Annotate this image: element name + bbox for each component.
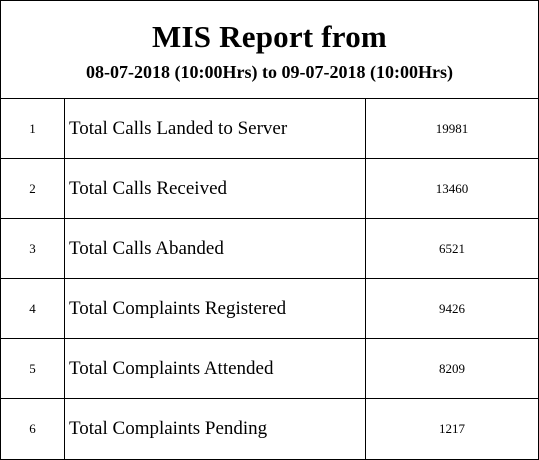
table-row: 4 Total Complaints Registered 9426 [0, 278, 539, 339]
row-value: 9426 [365, 278, 539, 339]
row-number: 1 [0, 98, 65, 159]
row-value: 19981 [365, 98, 539, 159]
row-number: 4 [0, 278, 65, 339]
table-row: 2 Total Calls Received 13460 [0, 158, 539, 219]
row-value: 13460 [365, 158, 539, 219]
row-value: 8209 [365, 338, 539, 399]
report-header: MIS Report from 08-07-2018 (10:00Hrs) to… [0, 0, 539, 99]
row-label: Total Calls Received [64, 158, 366, 219]
table-row: 5 Total Complaints Attended 8209 [0, 338, 539, 399]
row-value: 6521 [365, 218, 539, 279]
row-number: 2 [0, 158, 65, 219]
row-label: Total Complaints Pending [64, 398, 366, 460]
row-number: 5 [0, 338, 65, 399]
report-title: MIS Report from [152, 19, 387, 54]
row-number: 3 [0, 218, 65, 279]
report-date-range: 08-07-2018 (10:00Hrs) to 09-07-2018 (10:… [86, 62, 453, 82]
row-label: Total Calls Abanded [64, 218, 366, 279]
row-label: Total Calls Landed to Server [64, 98, 366, 159]
table-row: 1 Total Calls Landed to Server 19981 [0, 98, 539, 159]
row-value: 1217 [365, 398, 539, 460]
row-number: 6 [0, 398, 65, 460]
table-row: 6 Total Complaints Pending 1217 [0, 398, 539, 460]
mis-table: 1 Total Calls Landed to Server 19981 2 T… [0, 98, 539, 460]
row-label: Total Complaints Registered [64, 278, 366, 339]
table-row: 3 Total Calls Abanded 6521 [0, 218, 539, 279]
row-label: Total Complaints Attended [64, 338, 366, 399]
